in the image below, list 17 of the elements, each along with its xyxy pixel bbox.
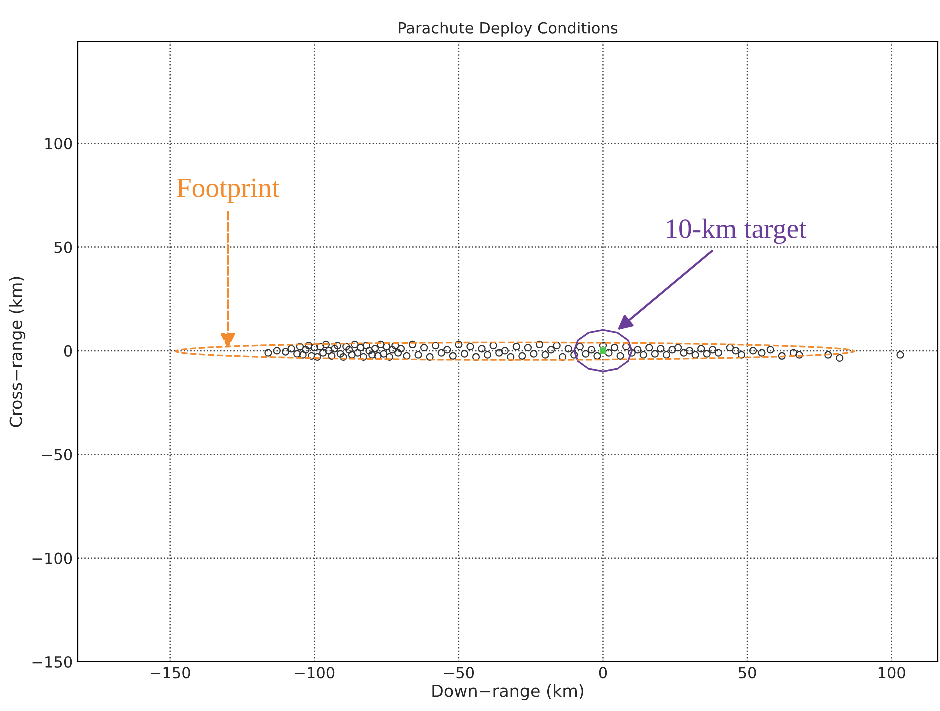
annotation: 10-km target [667, 218, 807, 244]
x-tick-label: −50 [444, 667, 474, 679]
y-tick-label: 50 [54, 242, 72, 254]
y-tick-label: 100 [46, 138, 72, 150]
x-tick-label: 0 [599, 667, 608, 679]
x-axis-title: Down−range (km) [432, 684, 584, 701]
y-axis-title: Cross−range (km) [9, 277, 26, 428]
annotation: Footprint [177, 178, 280, 204]
x-tick-label: 100 [878, 667, 906, 679]
x-tick-label: −150 [150, 667, 190, 679]
y-tick-label: 0 [64, 345, 72, 357]
x-tick-label: −100 [295, 667, 335, 679]
y-tick-label: −100 [32, 552, 72, 564]
y-tick-label: −50 [42, 449, 72, 461]
chart-title: Parachute Deploy Conditions [399, 22, 618, 37]
y-tick-label: −150 [32, 656, 72, 668]
x-tick-label: 50 [738, 667, 756, 679]
